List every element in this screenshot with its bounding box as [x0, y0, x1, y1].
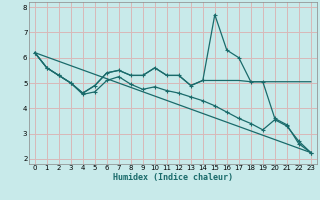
X-axis label: Humidex (Indice chaleur): Humidex (Indice chaleur)	[113, 173, 233, 182]
